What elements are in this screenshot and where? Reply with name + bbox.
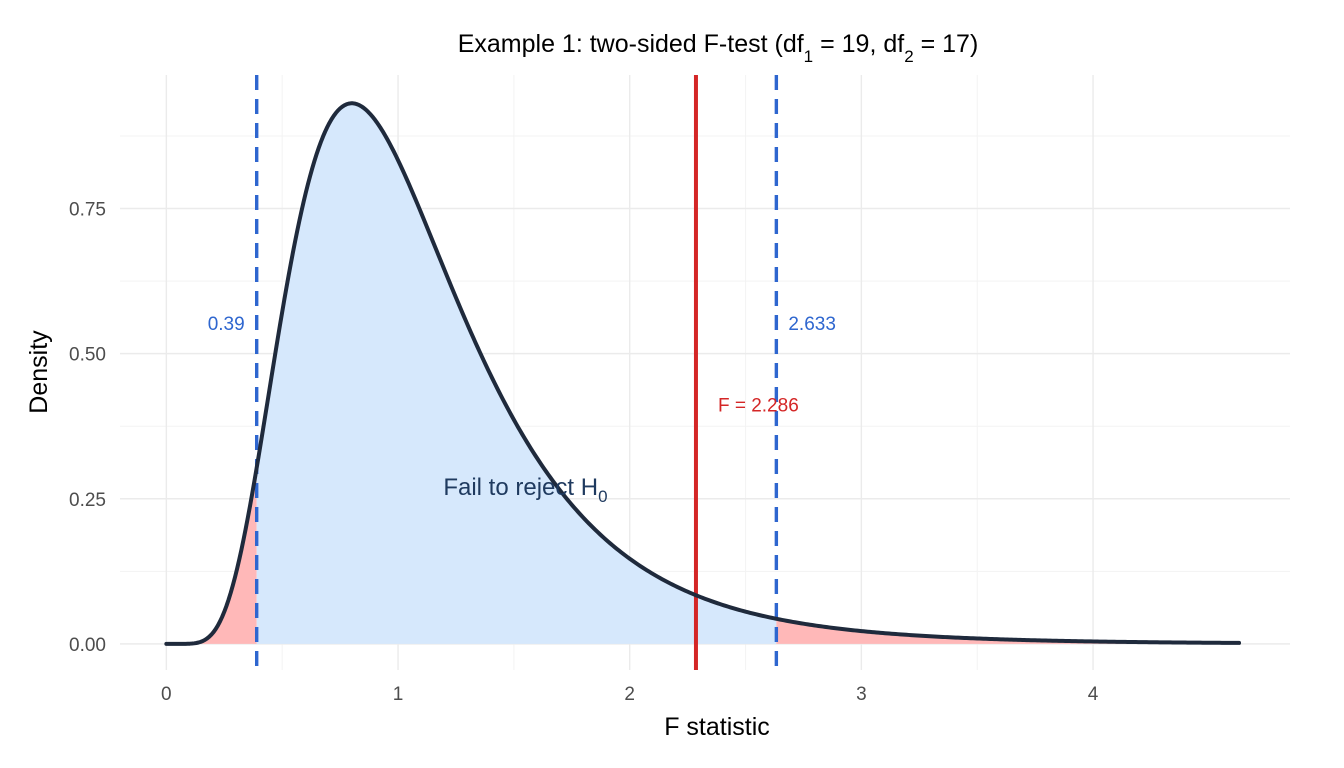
density-curve [164, 101, 1242, 646]
upper-rejection-region [776, 618, 1240, 644]
reference-lines [254, 75, 779, 670]
chart-title: Example 1: two-sided F-test (df1 = 19, d… [458, 30, 979, 66]
shaded-areas [166, 103, 1240, 644]
x-tick-label: 4 [1088, 684, 1099, 705]
x-axis-title: F statistic [664, 713, 770, 741]
x-tick-label: 0 [161, 684, 172, 705]
x-tick-label: 3 [856, 684, 867, 705]
axis-ticks: 0 1 2 3 4 0.00 0.25 0.50 0.75 [69, 200, 1099, 705]
y-axis-title: Density [25, 330, 53, 414]
region-label: Fail to reject H0 [443, 474, 607, 507]
lower-rejection-region [166, 467, 257, 644]
x-tick-label: 2 [624, 684, 635, 705]
lower-critical-value-label: 0.39 [208, 314, 245, 335]
observed-f-label: F = 2.286 [718, 395, 799, 416]
title-subscript-1: 1 [804, 47, 813, 66]
y-tick-label: 0.75 [69, 200, 106, 221]
y-tick-label: 0.25 [69, 490, 106, 511]
density-curve-layer [164, 101, 1242, 646]
region-label-text: Fail to reject H [443, 474, 598, 501]
title-subscript-2: 2 [904, 47, 913, 66]
annotation-labels: 0.39 2.633 F = 2.286 Fail to reject H0 [208, 314, 836, 506]
y-tick-label: 0.50 [69, 345, 106, 366]
y-tick-label: 0.00 [69, 635, 106, 656]
acceptance-region [256, 103, 777, 644]
upper-critical-value-label: 2.633 [788, 314, 836, 335]
x-tick-label: 1 [393, 684, 404, 705]
region-label-subscript: 0 [598, 487, 607, 506]
